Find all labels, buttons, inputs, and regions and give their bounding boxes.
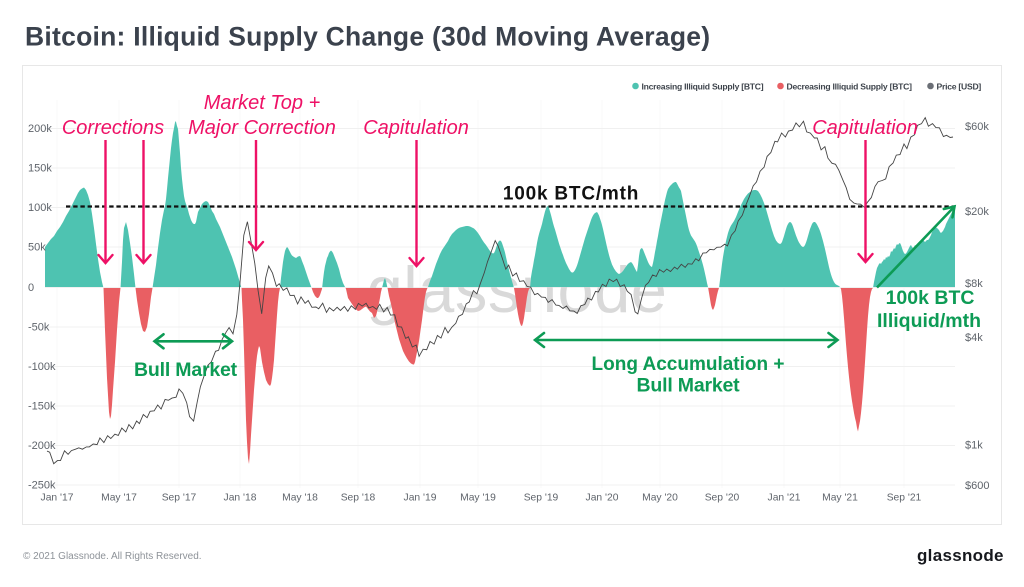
svg-text:Bull Market: Bull Market	[134, 359, 238, 381]
svg-text:-250k: -250k	[28, 480, 56, 492]
svg-text:glassnode: glassnode	[917, 546, 1004, 565]
svg-text:May '20: May '20	[642, 493, 678, 504]
svg-text:Capitulation: Capitulation	[363, 117, 469, 139]
svg-text:$600: $600	[965, 480, 989, 492]
svg-text:Price [USD]: Price [USD]	[937, 82, 982, 92]
svg-text:Long Accumulation +: Long Accumulation +	[592, 354, 785, 375]
svg-text:-150k: -150k	[28, 401, 56, 413]
svg-text:Sep '17: Sep '17	[162, 493, 197, 504]
svg-text:$60k: $60k	[965, 121, 989, 133]
svg-text:Market Top +: Market Top +	[204, 92, 321, 114]
svg-text:Sep '21: Sep '21	[887, 493, 922, 504]
svg-text:150k: 150k	[28, 163, 52, 175]
svg-text:Decreasing Illiquid Supply [BT: Decreasing Illiquid Supply [BTC]	[787, 82, 913, 92]
svg-text:0: 0	[28, 282, 34, 294]
svg-text:$20k: $20k	[965, 206, 989, 218]
svg-text:$8k: $8k	[965, 278, 983, 290]
svg-text:-200k: -200k	[28, 440, 56, 452]
svg-text:-100k: -100k	[28, 361, 56, 373]
svg-text:May '17: May '17	[101, 493, 137, 504]
svg-text:Jan '18: Jan '18	[224, 493, 257, 504]
svg-text:Capitulation: Capitulation	[812, 117, 918, 139]
svg-text:Jan '20: Jan '20	[586, 493, 619, 504]
svg-text:$4k: $4k	[965, 332, 983, 344]
svg-text:Bull Market: Bull Market	[637, 375, 741, 397]
svg-text:Corrections: Corrections	[62, 117, 164, 139]
svg-text:Jan '19: Jan '19	[404, 493, 437, 504]
svg-text:$1k: $1k	[965, 440, 983, 452]
svg-text:Sep '20: Sep '20	[705, 493, 740, 504]
svg-text:100k: 100k	[28, 202, 52, 214]
svg-text:Sep '19: Sep '19	[524, 493, 559, 504]
svg-text:Increasing Illiquid Supply [BT: Increasing Illiquid Supply [BTC]	[642, 82, 764, 92]
svg-text:200k: 200k	[28, 123, 52, 135]
svg-text:-50k: -50k	[28, 322, 50, 334]
svg-text:100k BTC: 100k BTC	[886, 287, 975, 309]
svg-text:May '21: May '21	[822, 493, 858, 504]
svg-text:100k BTC/mth: 100k BTC/mth	[503, 184, 639, 205]
svg-text:Major Correction: Major Correction	[188, 117, 336, 139]
svg-text:Bitcoin: Illiquid Supply Chang: Bitcoin: Illiquid Supply Change (30d Mov…	[25, 22, 710, 52]
svg-text:50k: 50k	[28, 242, 46, 254]
svg-text:May '19: May '19	[460, 493, 496, 504]
svg-text:© 2021 Glassnode. All Rights R: © 2021 Glassnode. All Rights Reserved.	[23, 551, 202, 562]
svg-text:Jan '17: Jan '17	[41, 493, 74, 504]
svg-text:May '18: May '18	[282, 493, 318, 504]
svg-text:Jan '21: Jan '21	[768, 493, 801, 504]
svg-text:Illiquid/mth: Illiquid/mth	[877, 310, 981, 332]
svg-text:Sep '18: Sep '18	[341, 493, 376, 504]
